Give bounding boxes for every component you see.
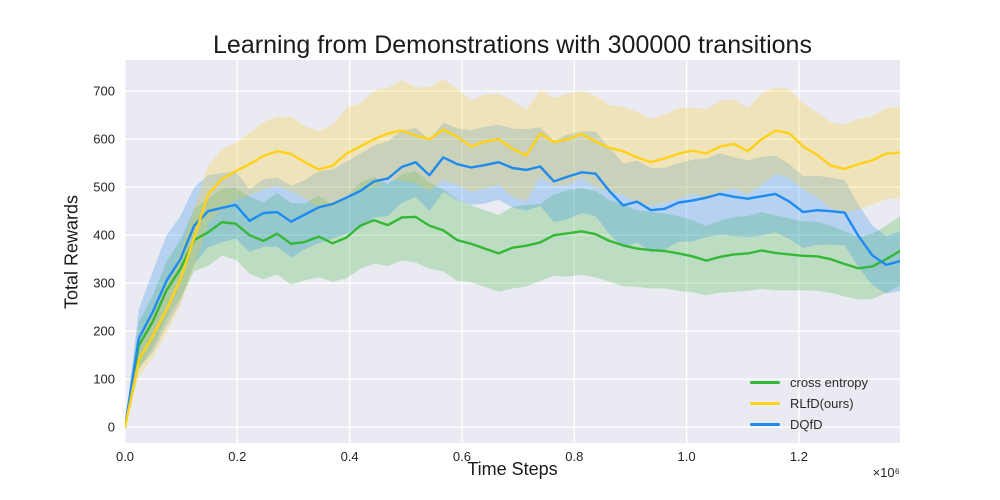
series-line-dqfd [125, 156, 900, 429]
y-tick-label: 100 [93, 371, 115, 387]
legend-item-dqfd: DQfD [750, 414, 868, 435]
legend: cross entropy RLfD(ours) DQfD [750, 372, 868, 435]
y-tick-label: 300 [93, 275, 115, 291]
series-line-cross-entropy [125, 215, 900, 429]
legend-swatch-rlfd-ours [750, 402, 780, 405]
series-line-rlfd-ours [125, 128, 900, 429]
legend-item-cross-entropy: cross entropy [750, 372, 868, 393]
legend-swatch-cross-entropy [750, 381, 780, 384]
x-tick-label: 0.0 [115, 449, 135, 464]
x-tick-label: 0.4 [340, 449, 359, 464]
y-tick-label: 0 [107, 419, 115, 435]
y-tick-label: 200 [93, 323, 115, 339]
confidence-band-dqfd [125, 122, 900, 430]
legend-label: cross entropy [790, 375, 869, 390]
legend-label: DQfD [790, 417, 823, 432]
x-tick-label: 0.8 [565, 449, 584, 464]
x-axis-offset-label: ×10⁶ [872, 465, 900, 480]
x-tick-label: 0.2 [228, 449, 247, 464]
chart-canvas [125, 60, 900, 443]
x-axis-label: Time Steps [467, 459, 558, 479]
legend-swatch-dqfd [750, 423, 780, 426]
plot-area [125, 60, 900, 443]
y-tick-label: 400 [93, 227, 115, 243]
y-tick-label: 700 [93, 83, 115, 99]
y-axis-label: Total Rewards [61, 194, 82, 310]
x-tick-label: 1.0 [677, 449, 696, 464]
x-tick-label: 1.2 [789, 449, 808, 464]
y-tick-label: 500 [93, 179, 115, 195]
legend-label: RLfD(ours) [790, 396, 854, 411]
legend-item-rlfd-ours: RLfD(ours) [750, 393, 868, 414]
chart-title: Learning from Demonstrations with 300000… [213, 31, 812, 59]
confidence-band-rlfd-ours [125, 79, 900, 430]
y-tick-label: 600 [93, 131, 115, 147]
x-tick-label: 0.6 [452, 449, 471, 464]
